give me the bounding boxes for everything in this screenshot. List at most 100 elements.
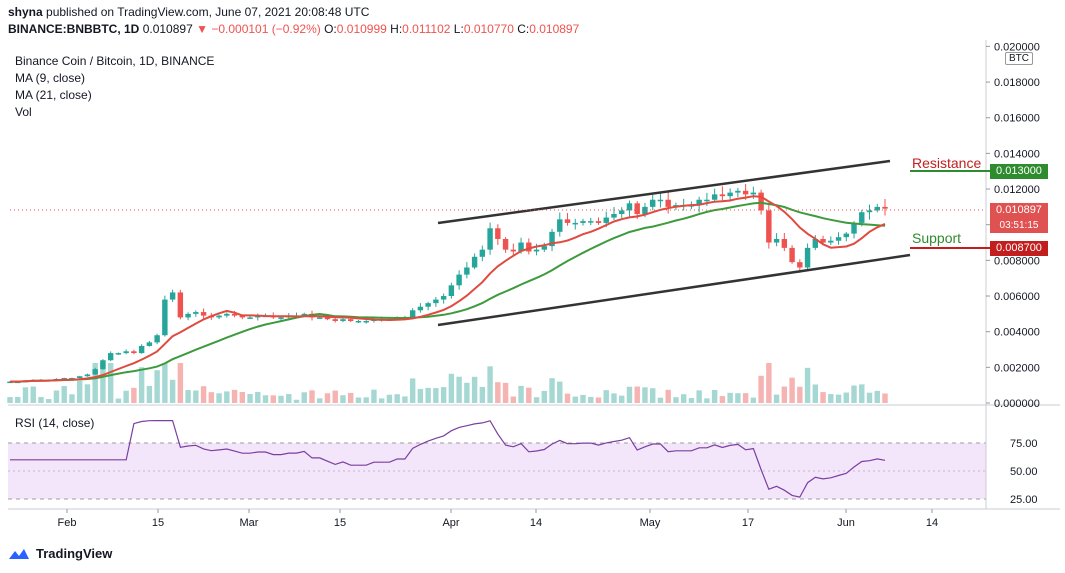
resistance-annotation: Resistance <box>912 155 982 171</box>
high-label: H: <box>390 22 403 36</box>
volume-bar <box>231 389 238 403</box>
volume-bar <box>69 394 75 403</box>
volume-bar <box>588 396 594 403</box>
volume-bar <box>688 398 695 403</box>
volume-bar <box>866 392 873 403</box>
volume-legend[interactable]: Vol <box>15 105 32 119</box>
volume-bar <box>247 394 253 403</box>
ma9-legend[interactable]: MA (9, close) <box>15 71 86 85</box>
volume-bar <box>859 384 865 403</box>
lower-trendline[interactable] <box>437 253 911 327</box>
candle-body <box>750 192 757 195</box>
candle-body <box>340 319 346 321</box>
volume-bar <box>750 397 757 403</box>
last-price-tag: 0.010897 03:51:15 <box>990 203 1048 233</box>
volume-bar <box>696 390 702 403</box>
price-change: −0.000101 (−0.92%) <box>211 22 321 36</box>
volume-bar <box>835 394 842 403</box>
candle-body <box>882 206 888 209</box>
open-label: O: <box>324 22 337 36</box>
volume-bar <box>216 393 222 403</box>
candle-body <box>557 219 563 232</box>
volume-bar <box>665 389 671 403</box>
support-price-tag: 0.008700 <box>990 241 1048 256</box>
price-tick-label: 0.018000 <box>994 77 1040 89</box>
time-axis[interactable]: Feb 15 Mar 15 Apr 14 May 17 Jun 14 <box>58 509 939 529</box>
candle-body <box>247 317 253 319</box>
volume-bar <box>619 395 625 403</box>
rsi-path <box>10 420 886 498</box>
brand-name: TradingView <box>36 546 113 561</box>
author-name[interactable]: shyna <box>8 5 43 19</box>
moving-averages <box>10 195 886 383</box>
volume-bar <box>742 393 749 403</box>
volume-bar <box>642 387 648 403</box>
volume-bar <box>595 397 602 403</box>
volume-bar <box>355 397 362 403</box>
candle-body <box>526 242 532 252</box>
ma21-legend[interactable]: MA (21, close) <box>15 88 92 102</box>
support-annotation: Support <box>912 230 962 246</box>
volume-bar <box>270 395 276 403</box>
candle-body <box>789 247 795 263</box>
chart-title: Binance Coin / Bitcoin, 1D, BINANCE <box>15 54 215 68</box>
candle-body <box>828 240 834 243</box>
rsi-legend[interactable]: RSI (14, close) <box>15 416 95 430</box>
rsi-axis[interactable]: 75.00 50.00 25.00 <box>1010 438 1038 506</box>
candle-body <box>456 274 462 286</box>
volume-bar <box>711 389 718 403</box>
candle-body <box>626 203 633 211</box>
candle-body <box>742 190 749 195</box>
candle-body <box>649 199 656 207</box>
volume-bar <box>533 397 540 403</box>
time-tick-label: 17 <box>742 517 754 529</box>
candle-body <box>169 292 176 300</box>
price-tick-label: 0.006000 <box>994 291 1040 303</box>
currency-badge[interactable]: BTC <box>1005 52 1033 65</box>
volume-bars <box>7 363 888 403</box>
volume-bar <box>502 382 509 403</box>
candle-body <box>425 303 431 307</box>
rsi-tick-label: 25.00 <box>1010 494 1038 506</box>
candle-body <box>154 335 160 343</box>
candle-body <box>131 351 137 354</box>
volume-bar <box>448 373 455 403</box>
volume-bar <box>301 392 307 403</box>
candle-body <box>200 312 207 316</box>
candle-body <box>859 212 865 223</box>
volume-bar <box>293 399 300 403</box>
volume-bar <box>603 390 609 403</box>
volume-bar <box>255 391 261 403</box>
candle-body <box>812 238 819 248</box>
candle-body <box>495 228 501 239</box>
volume-bar <box>38 397 44 403</box>
volume-bar <box>828 394 834 403</box>
bar-countdown: 03:51:15 <box>999 220 1039 231</box>
low-label: L: <box>453 22 464 36</box>
volume-bar <box>340 395 346 403</box>
candle-body <box>518 242 524 252</box>
volume-bar <box>719 396 726 403</box>
volume-bar <box>394 394 400 403</box>
volume-bar <box>162 363 168 403</box>
volume-bar <box>76 380 83 403</box>
candle-body <box>61 378 67 380</box>
candle-body <box>332 319 338 321</box>
volume-bar <box>797 386 803 403</box>
upper-trendline[interactable] <box>437 159 891 225</box>
candle-body <box>440 296 447 300</box>
volume-bar <box>766 363 772 403</box>
volume-bar <box>115 398 122 403</box>
volume-bar <box>386 394 393 403</box>
volume-bar <box>7 397 13 403</box>
tradingview-logo[interactable]: TradingView <box>8 546 112 561</box>
volume-bar <box>680 394 687 403</box>
published-text: published on TradingView.com, June 07, 2… <box>46 5 370 19</box>
candle-body <box>138 345 145 354</box>
candle-body <box>851 222 857 234</box>
volume-bar <box>324 393 331 403</box>
candle-body <box>324 317 331 320</box>
candle-body <box>464 267 470 275</box>
volume-bar <box>46 399 52 403</box>
